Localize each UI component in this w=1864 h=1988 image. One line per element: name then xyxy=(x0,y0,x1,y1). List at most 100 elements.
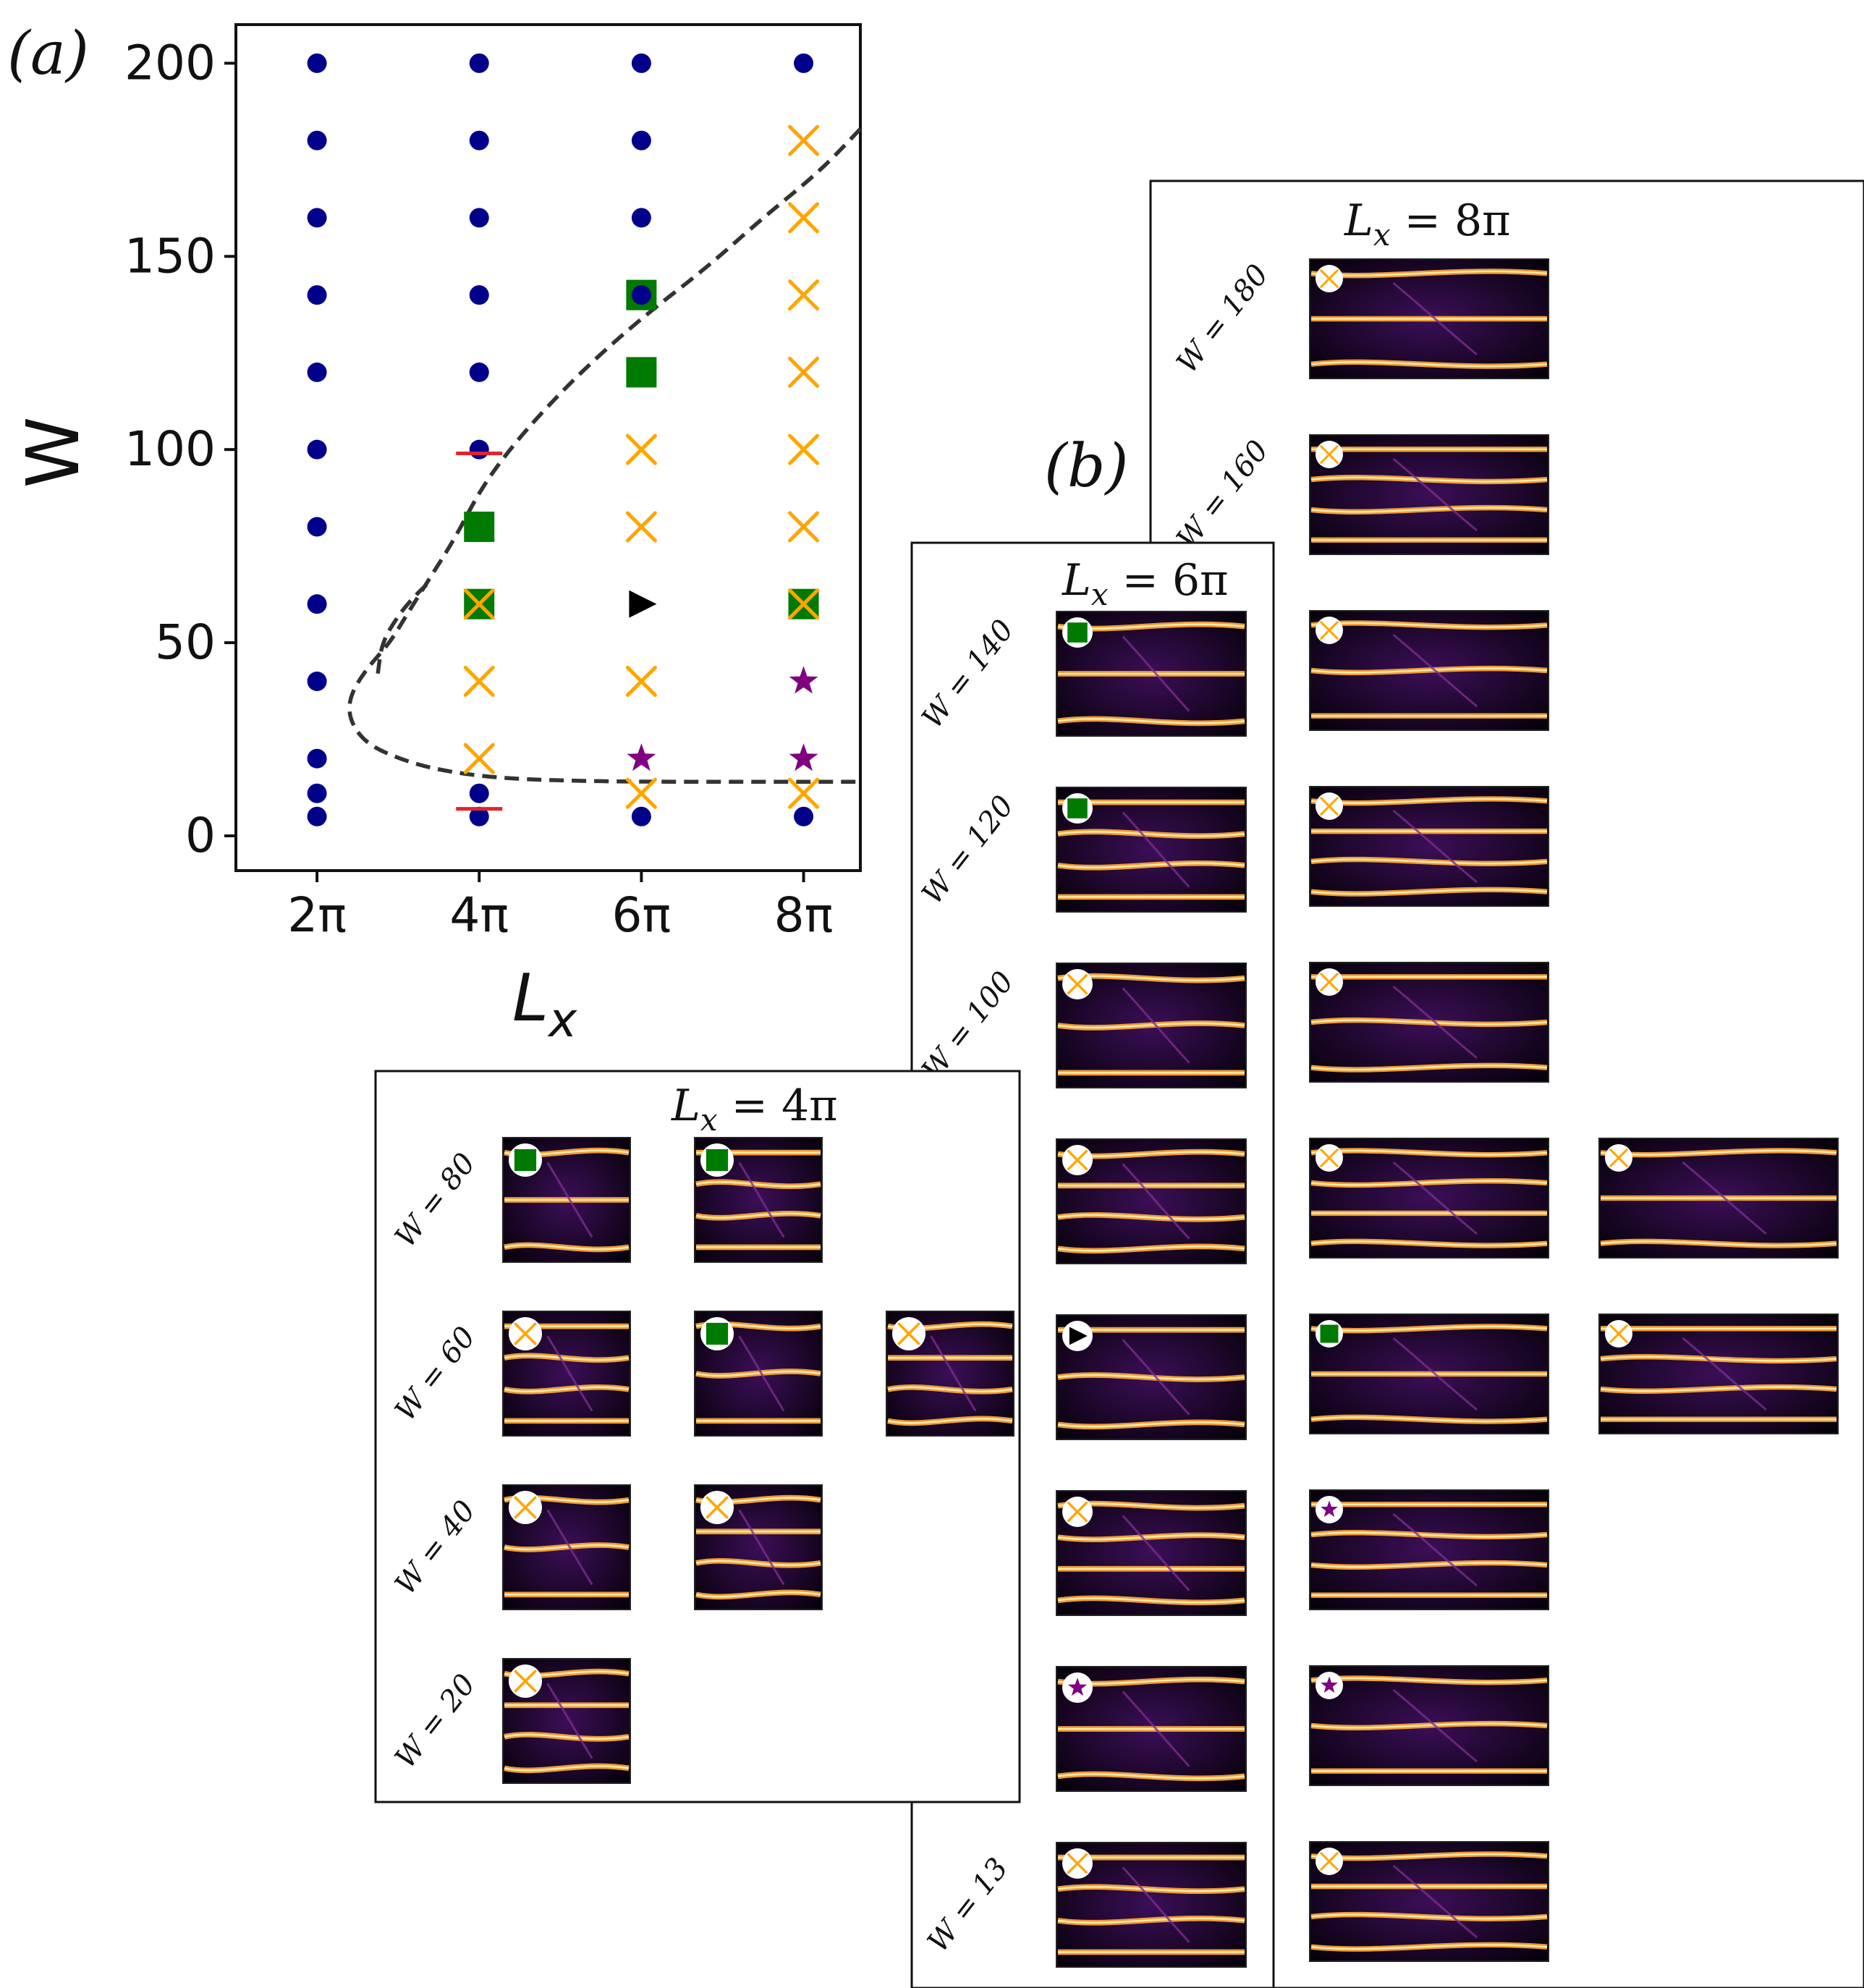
cross-badge-icon xyxy=(1067,1853,1088,1874)
heatmap-stripe-core xyxy=(1057,718,1245,724)
heatmap-stripe-core xyxy=(504,1733,630,1740)
dot-point xyxy=(307,362,327,382)
y-tick-label: 50 xyxy=(155,614,216,670)
heatmap-stripe-core xyxy=(1057,1917,1245,1924)
x-tick-label: 8π xyxy=(774,887,834,943)
heatmap-background xyxy=(1309,1138,1549,1259)
heatmap-filament xyxy=(1122,811,1190,888)
triangle-badge-icon xyxy=(1069,1327,1088,1345)
inset-title-main: L xyxy=(671,1080,700,1131)
heatmap-filament xyxy=(1392,809,1478,884)
heatmap-stripe-core xyxy=(1310,1019,1548,1025)
y-tick-label: 150 xyxy=(124,228,216,284)
dot-point xyxy=(631,285,651,305)
square-badge-icon xyxy=(706,1322,729,1345)
square-badge-icon xyxy=(706,1149,729,1172)
dot-point xyxy=(469,285,489,305)
cross-badge-icon xyxy=(514,1670,537,1693)
inset-title: Lx = 4π xyxy=(671,1080,838,1138)
heatmap-stripe-core xyxy=(695,1370,821,1377)
heatmap-tile xyxy=(1309,1665,1549,1786)
x-axis-ticks: 2π 4π 6π 8π xyxy=(287,871,833,943)
heatmap-stripe-core xyxy=(1310,1240,1548,1247)
dot-point xyxy=(794,806,814,826)
cross-badge-icon xyxy=(1067,1501,1088,1523)
heatmap-filament xyxy=(546,1509,593,1586)
heatmap-tile xyxy=(1309,1138,1549,1259)
cross-point xyxy=(788,356,820,388)
heatmap-filament xyxy=(1392,1161,1478,1235)
heatmap-stripe-core xyxy=(1310,1180,1548,1186)
heatmap-stripe-core xyxy=(1310,1065,1548,1071)
square-point xyxy=(464,511,495,542)
heatmap-tile xyxy=(886,1311,1014,1437)
heatmap-filament xyxy=(738,1509,785,1586)
dot-point xyxy=(307,285,327,305)
heatmap-stripe-core xyxy=(1310,858,1548,865)
star-badge-icon xyxy=(1067,1678,1088,1696)
heatmap-tile xyxy=(1309,962,1549,1083)
dot-point xyxy=(307,783,327,803)
panel-a-scatter-chart: (a) 0 50 100 150 200 2π 4π 6π 8π W Lx xyxy=(7,20,862,1048)
heatmap-stripe-core xyxy=(1310,1531,1548,1538)
heatmap-tile xyxy=(1309,1489,1549,1610)
cross-point xyxy=(625,433,657,465)
cross-badge-icon xyxy=(514,1496,537,1519)
x-tick-label: 4π xyxy=(449,887,509,943)
inset-lx-4pi: Lx = 4πW = 80W = 60W = 40W = 20 xyxy=(374,1070,1021,1803)
triangle-point xyxy=(629,590,657,618)
dot-point xyxy=(307,53,327,73)
cross-badge-icon xyxy=(1320,269,1339,288)
cross-point xyxy=(463,743,495,774)
star-point xyxy=(789,666,818,694)
heatmap-filament xyxy=(1392,633,1478,708)
square-badge-icon xyxy=(1067,622,1088,643)
cross-point xyxy=(463,665,495,697)
heatmap-tile xyxy=(502,1658,631,1784)
dot-point xyxy=(631,53,651,73)
heatmap-tile xyxy=(1309,258,1549,379)
square-badge-icon xyxy=(1067,798,1088,819)
square-badge-icon xyxy=(514,1149,537,1172)
heatmap-stripe-core xyxy=(1310,889,1548,895)
x-axis-label: Lx xyxy=(512,960,577,1048)
y-axis-label: W xyxy=(11,417,96,488)
square-badge-icon xyxy=(1320,1324,1339,1343)
heatmap-stripe-core xyxy=(504,1244,630,1251)
heatmap-stripe-core xyxy=(695,1212,821,1219)
heatmap-filament xyxy=(1122,987,1190,1064)
heatmap-stripe-core xyxy=(1057,1374,1245,1381)
heatmap-tile xyxy=(694,1311,823,1437)
cross-badge-icon xyxy=(1320,445,1339,464)
heatmap-filament xyxy=(1392,985,1478,1059)
cross-badge-icon xyxy=(1320,797,1339,816)
y-axis-ticks: 0 50 100 150 200 xyxy=(124,35,236,863)
y-tick-label: 200 xyxy=(124,35,216,90)
panel-b-label: (b) xyxy=(1044,432,1128,501)
cross-badge-icon xyxy=(1320,973,1339,991)
heatmap-stripe-core xyxy=(1057,1885,1245,1892)
heatmap-tile xyxy=(1309,434,1549,555)
heatmap-stripe-core xyxy=(1057,1022,1245,1029)
heatmap-tile xyxy=(1309,1314,1549,1434)
heatmap-stripe-core xyxy=(1310,507,1548,513)
secondary-boundary xyxy=(376,579,432,674)
inset-title-sub: x xyxy=(700,1102,718,1138)
inset-title-main: L xyxy=(1062,555,1091,606)
heatmap-filament xyxy=(546,1683,593,1759)
dot-point xyxy=(631,130,651,151)
heatmap-tile xyxy=(1309,786,1549,907)
heatmap-stripe-core xyxy=(1057,1534,1245,1541)
axes-frame xyxy=(234,23,862,872)
heatmap-filament xyxy=(1122,1691,1190,1767)
cross-badge-icon xyxy=(1609,1324,1628,1343)
dot-point xyxy=(469,362,489,382)
heatmap-stripe-core xyxy=(887,1418,1013,1424)
panel-a-label: (a) xyxy=(7,20,89,88)
heatmap-filament xyxy=(1392,1337,1478,1411)
inset-title-sub: x xyxy=(1373,217,1391,253)
dot-point xyxy=(307,208,327,228)
heatmap-filament xyxy=(1392,457,1478,532)
cross-point xyxy=(625,511,657,543)
inset-title-value: = 4π xyxy=(718,1080,838,1131)
